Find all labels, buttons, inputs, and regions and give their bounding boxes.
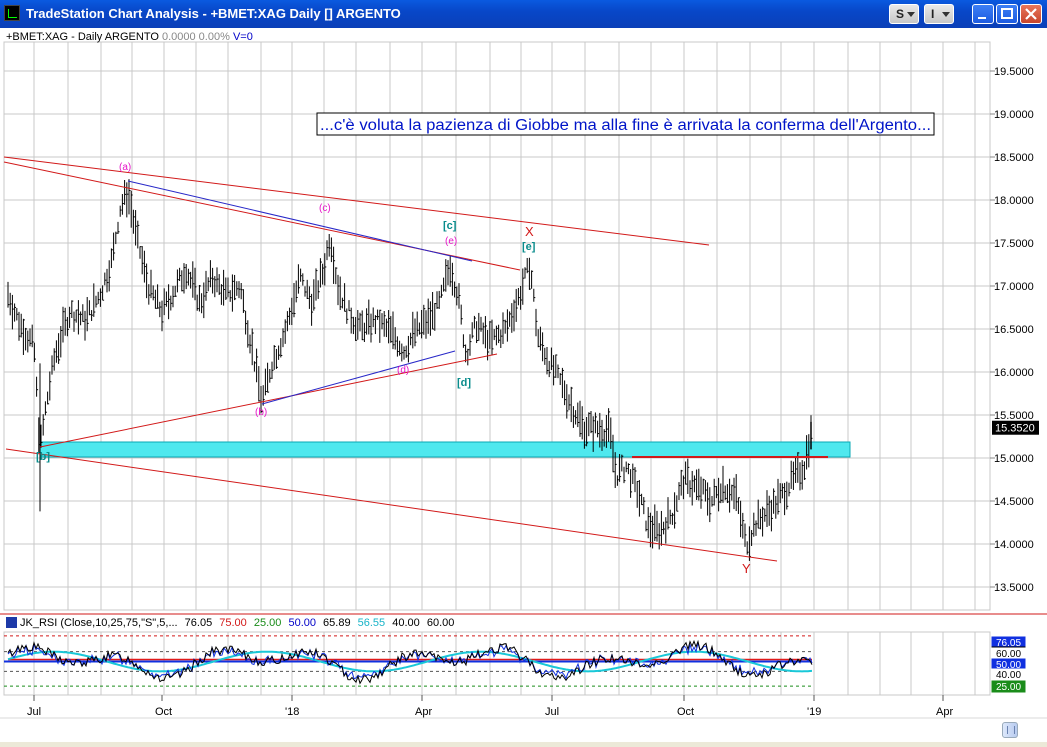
annotation-text: ...c'è voluta la pazienza di Giobbe ma a… [320, 117, 931, 134]
wave-label-e: (e) [445, 236, 457, 247]
time-axis-label: Jul [27, 706, 41, 718]
price-axis-label: 17.0000 [994, 281, 1034, 293]
price-axis-label: 15.5000 [994, 410, 1034, 422]
last-price-label: 15.3520 [995, 423, 1035, 435]
rsi-value-7: 40.00 [392, 617, 420, 629]
window-title: TradeStation Chart Analysis - +BMET:XAG … [26, 6, 401, 21]
indicator-icon [6, 617, 17, 628]
time-scroll-thumb[interactable] [1002, 722, 1018, 738]
symbol-label: +BMET:XAG - Daily ARGENTO [6, 31, 159, 43]
price-axis-label: 14.5000 [994, 496, 1034, 508]
wave-label-bracket-e: [e] [522, 241, 536, 253]
time-axis-label: Apr [415, 706, 432, 718]
blue-upper-trendline[interactable] [127, 180, 473, 262]
volume-label: V=0 [232, 31, 253, 43]
price-axis-label: 16.5000 [994, 324, 1034, 336]
rsi-black-line [7, 639, 813, 685]
time-axis-label: Jul [545, 706, 559, 718]
wave-label-d: (d) [397, 365, 409, 376]
rsi-value-8: 60.00 [426, 617, 455, 629]
wave-label-c: (c) [319, 203, 331, 214]
wave-label-bracket-c: [c] [443, 220, 457, 232]
rsi-value-6: 56.55 [357, 617, 386, 629]
lower-channel-trendline[interactable] [5, 448, 778, 562]
annotation-box[interactable] [316, 112, 935, 136]
rsi-pane[interactable] [3, 631, 991, 696]
price-axis-label: 19.0000 [994, 109, 1034, 121]
wave-label-b: (b) [255, 407, 267, 418]
price-axis-label: 18.5000 [994, 152, 1034, 164]
minimize-button[interactable] [972, 4, 994, 24]
i-label: I [931, 7, 935, 21]
rsi-value-5: 65.89 [323, 617, 351, 629]
rsi-axis-tag-4 [991, 668, 1026, 681]
price-chart-canvas[interactable]: 19.5000 19.0000 18.5000 18.0000 17.5000 17.00… [0, 28, 1047, 742]
upper-channel-trendline[interactable] [3, 156, 710, 246]
rsi-axis-tag-5 [991, 680, 1026, 693]
title-bar: TradeStation Chart Analysis - +BMET:XAG … [0, 0, 1047, 28]
s-label: S [896, 7, 905, 21]
wave-label-bracket-b: [b] [36, 451, 50, 463]
chart-header: +BMET:XAG - Daily ARGENTO 0.0000 0.00% V… [6, 31, 253, 43]
rsi-header: JK_RSI (Close,10,25,75,"S",5,... 76.05 7… [6, 617, 454, 629]
dropdown-arrow-icon [942, 12, 950, 17]
time-axis-label: Apr [936, 706, 953, 718]
rsi-axis-label: 50.00 [996, 660, 1021, 671]
rsi-axis-label: 40.00 [996, 670, 1021, 681]
price-axis-label: 17.5000 [994, 238, 1034, 250]
time-axis-label: '19 [807, 706, 821, 718]
triangle-lower-trendline[interactable] [39, 353, 498, 448]
price-axis-label: 13.5000 [994, 582, 1034, 594]
close-icon [1025, 8, 1037, 20]
rsi-value-2: 75.00 [219, 617, 247, 629]
wave-label-y: Y [742, 561, 751, 576]
dropdown-arrow-icon [907, 12, 915, 17]
maximize-icon [1001, 8, 1013, 19]
change-label: 0.0000 0.00% [161, 31, 230, 43]
price-axis-label: 18.0000 [994, 195, 1034, 207]
chart-area[interactable]: 19.5000 19.0000 18.5000 18.0000 17.5000 17.00… [0, 28, 1047, 742]
blue-lower-trendline[interactable] [261, 350, 456, 405]
time-axis-label: Oct [155, 706, 172, 718]
price-axis-label: 15.0000 [994, 453, 1034, 465]
rsi-name: JK_RSI (Close,10,25,75,"S",5,... [20, 617, 178, 629]
time-axis-label: '18 [285, 706, 299, 718]
price-axis-label: 19.5000 [994, 66, 1034, 78]
rsi-axis-label: 76.05 [996, 638, 1021, 649]
wave-label-x: X [525, 224, 534, 239]
maximize-button[interactable] [996, 4, 1018, 24]
s-menu-button[interactable]: S [889, 4, 919, 24]
chart-app-icon[interactable] [4, 5, 20, 21]
minimize-icon [978, 17, 986, 19]
price-axis-label: 14.0000 [994, 539, 1034, 551]
support-zone[interactable] [39, 441, 851, 458]
time-axis-label: Oct [677, 706, 694, 718]
last-price-tag [992, 420, 1039, 435]
price-pane[interactable] [3, 41, 991, 611]
wave-label-a: (a) [119, 162, 131, 173]
rsi-axis-label: 25.00 [996, 682, 1021, 693]
rsi-value-1: 76.05 [184, 617, 213, 629]
rsi-axis-label: 60.00 [996, 649, 1021, 660]
i-menu-button[interactable]: I [924, 4, 954, 24]
price-bars [7, 179, 813, 561]
rsi-value-4: 50.00 [288, 617, 316, 629]
price-axis-label: 16.0000 [994, 367, 1034, 379]
close-button[interactable] [1020, 4, 1042, 24]
rsi-value-3: 25.00 [253, 617, 282, 629]
wave-label-bracket-d: [d] [457, 377, 471, 389]
